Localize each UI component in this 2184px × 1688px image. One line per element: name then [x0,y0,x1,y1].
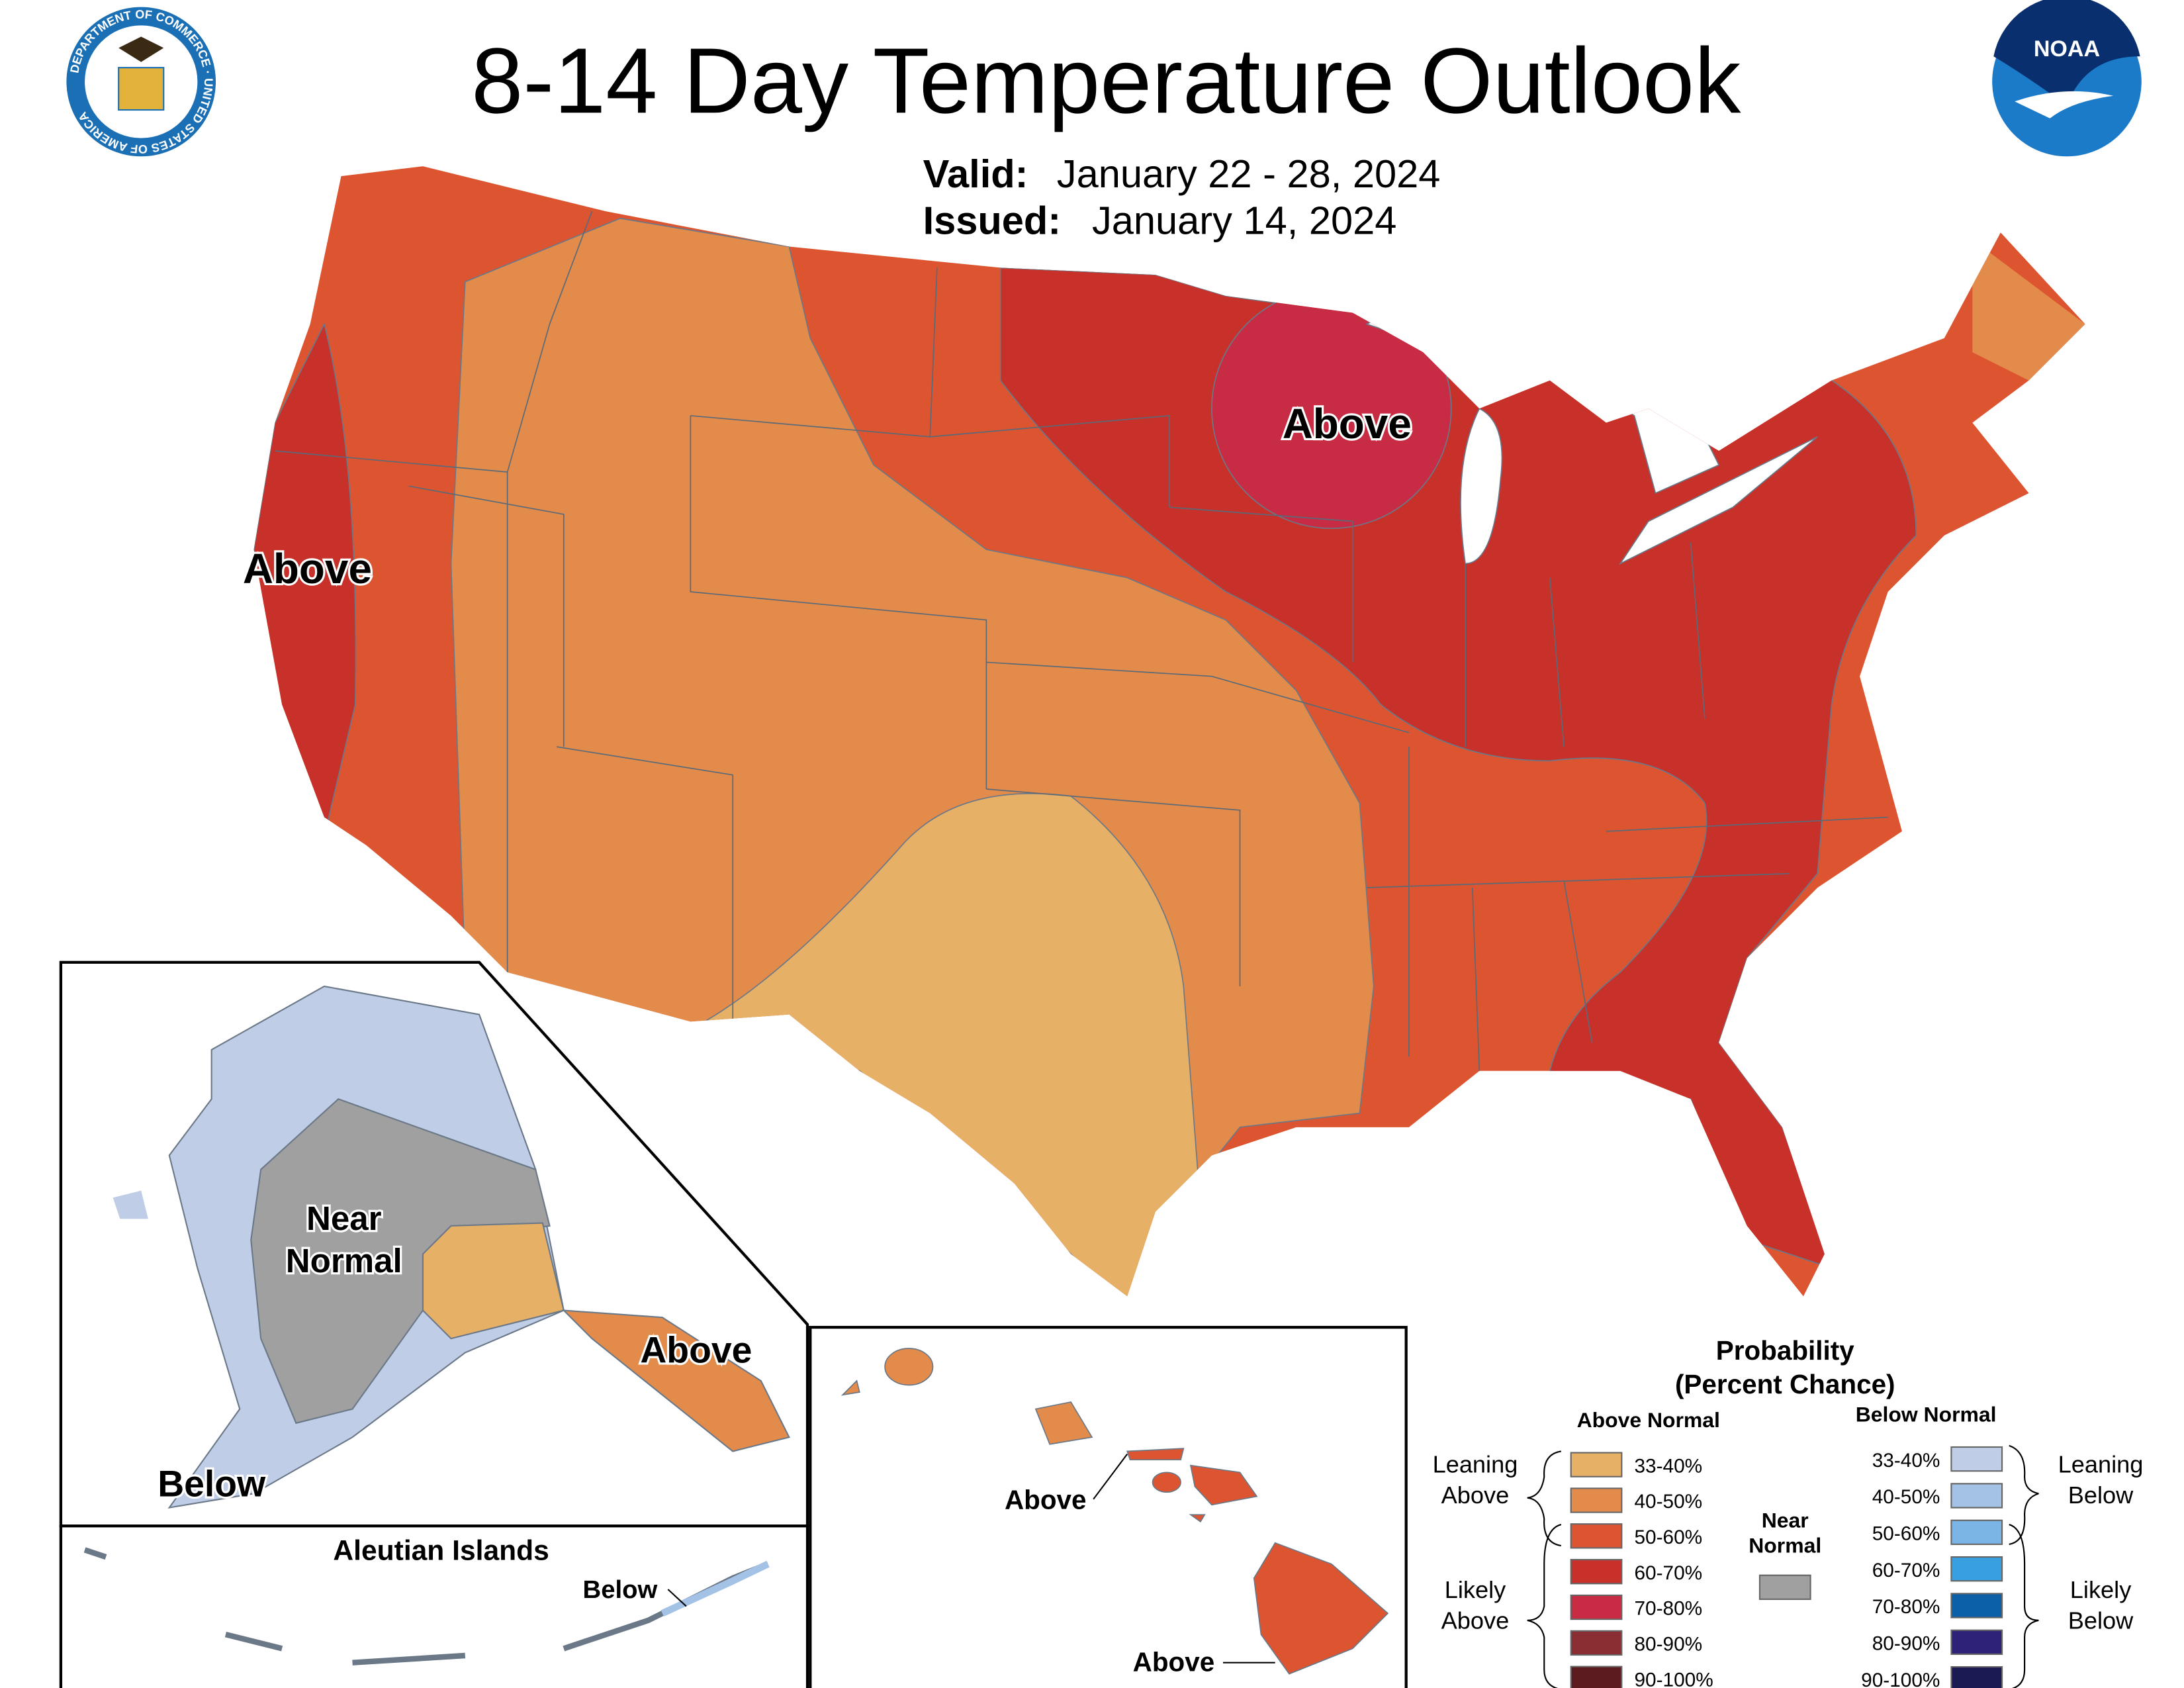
issued-label: Issued: [923,198,1062,242]
hawaii-label-above-2: Above [1133,1646,1215,1677]
legend-swatch-above-0 [1570,1452,1623,1477]
legend-label-below-1: 40-50% [1872,1486,1940,1508]
legend-label-above-3: 60-70% [1634,1562,1702,1584]
legend-swatch-above-6 [1570,1665,1623,1688]
legend-label-above-1: 40-50% [1634,1491,1702,1513]
legend-label-above-0: 33-40% [1634,1455,1702,1477]
alaska-label-above: Above [640,1329,752,1370]
legend-leaning-above-1: Leaning [1433,1450,1518,1477]
hawaii-label-above-1: Above [1005,1485,1087,1515]
legend-label-above-5: 80-90% [1634,1634,1702,1656]
legend-likely-above-2: Above [1441,1607,1510,1634]
legend-near-1: Near [1762,1508,1809,1532]
legend-swatch-below-4 [1950,1593,2003,1618]
legend-likely-below-2: Below [2068,1607,2134,1634]
page-title: 8-14 Day Temperature Outlook [471,28,1741,132]
legend: Probability (Percent Chance) Above Norma… [1433,1335,2144,1688]
legend-subtitle: (Percent Chance) [1675,1369,1895,1399]
hawaii-map [841,1348,1389,1675]
legend-swatch-near-normal [1758,1574,1811,1600]
legend-below-header: Below Normal [1856,1403,1997,1427]
noaa-logo-text: NOAA [2034,36,2100,62]
alaska-label-near-normal-1: Near [306,1199,382,1237]
legend-likely-below-1: Likely [2070,1576,2132,1603]
issued-date: January 14, 2024 [1092,198,1396,242]
alaska-label-below: Below [158,1464,266,1505]
legend-label-below-3: 60-70% [1872,1560,1940,1581]
aleutians-pointer-line [667,1589,687,1607]
legend-swatch-below-3 [1950,1556,2003,1582]
legend-label-below-2: 50-60% [1872,1523,1940,1545]
legend-swatch-below-2 [1950,1519,2003,1545]
legend-near-2: Normal [1749,1534,1821,1558]
alaska-island [113,1190,148,1219]
alaska-label-near-normal-2: Normal [286,1242,402,1280]
legend-likely-above-1: Likely [1445,1576,1506,1603]
legend-label-below-0: 33-40% [1872,1450,1940,1472]
region-above-33-40 [703,792,1199,1297]
aleutians-label-below: Below [583,1575,658,1604]
noaa-logo: NOAA [1992,0,2142,157]
alaska-map [113,985,790,1509]
aleutians-title: Aleutian Islands [333,1534,549,1566]
legend-label-above-6: 90-100% [1634,1669,1713,1688]
valid-label: Valid: [923,152,1028,196]
conus-label-above-great-lakes: Above [1283,400,1412,447]
alaska-above-40-50 [562,1309,790,1452]
legend-swatch-below-0 [1950,1446,2003,1472]
legend-brace [1527,1524,1562,1688]
legend-leaning-below-1: Leaning [2058,1450,2144,1477]
legend-swatch-below-5 [1950,1629,2003,1655]
legend-leaning-above-2: Above [1441,1481,1510,1509]
state-boundaries [275,211,1888,1071]
doc-seal-logo: DEPARTMENT OF COMMERCE · UNITED STATES O… [66,7,216,157]
legend-swatch-above-3 [1570,1559,1623,1585]
legend-swatch-below-6 [1950,1666,2003,1688]
legend-swatch-above-4 [1570,1594,1623,1620]
legend-label-above-4: 70-80% [1634,1598,1702,1620]
legend-label-below-6: 90-100% [1861,1669,1940,1688]
legend-label-below-4: 70-80% [1872,1596,1940,1618]
legend-brace [2009,1524,2039,1688]
legend-label-above-2: 50-60% [1634,1526,1702,1548]
conus-label-above-west: Above [243,545,372,592]
legend-swatch-below-1 [1950,1483,2003,1509]
legend-label-below-5: 80-90% [1872,1633,1940,1655]
legend-swatch-above-5 [1570,1630,1623,1656]
aleutian-islands-shapes [83,1547,770,1665]
legend-brace [2009,1444,2039,1545]
hawaii-pointer-line-1 [1093,1454,1128,1500]
legend-leaning-below-2: Below [2068,1481,2134,1509]
legend-brace [1527,1450,1562,1547]
legend-swatch-above-1 [1570,1487,1623,1513]
legend-above-header: Above Normal [1577,1408,1720,1432]
aleutians-below-area [660,1560,770,1617]
valid-date: January 22 - 28, 2024 [1057,152,1441,196]
legend-swatch-above-2 [1570,1523,1623,1549]
legend-title: Probability [1716,1335,1854,1366]
region-above-40-50-maine [1972,239,2085,381]
